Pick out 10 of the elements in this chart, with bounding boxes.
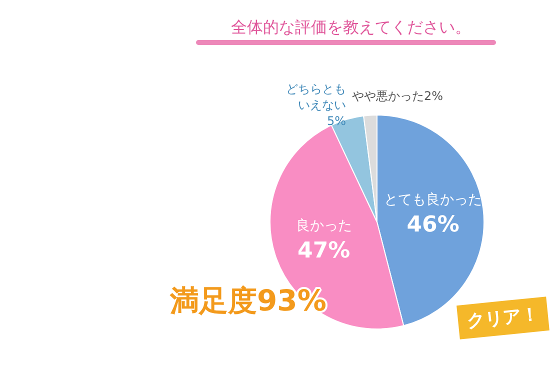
slice-label: とても良かった [384,192,482,208]
slice-label: やや悪かった2% [352,89,444,103]
data-label: 5% [326,114,346,128]
slice-label: 良かった [296,218,352,234]
text: クリア！ [466,304,540,332]
chart-title: 全体的な評価を教えてください。 [231,18,471,36]
text: 満足度93% [169,284,326,318]
data-label: 46% [406,212,460,238]
slice-label: どちらともいえない [286,82,346,112]
data-label: 47% [298,238,350,264]
